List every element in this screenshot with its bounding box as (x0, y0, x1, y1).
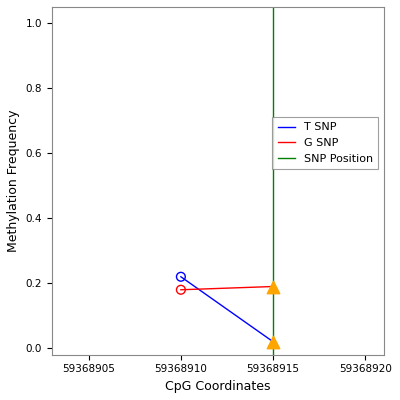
Point (270, 338, 276, 345)
Point (270, 283, 276, 290)
X-axis label: CpG Coordinates: CpG Coordinates (165, 380, 270, 393)
Point (178, 286, 184, 293)
Y-axis label: Methylation Frequency: Methylation Frequency (7, 110, 20, 252)
Legend: T SNP, G SNP, SNP Position: T SNP, G SNP, SNP Position (272, 117, 378, 169)
Point (178, 274, 184, 280)
